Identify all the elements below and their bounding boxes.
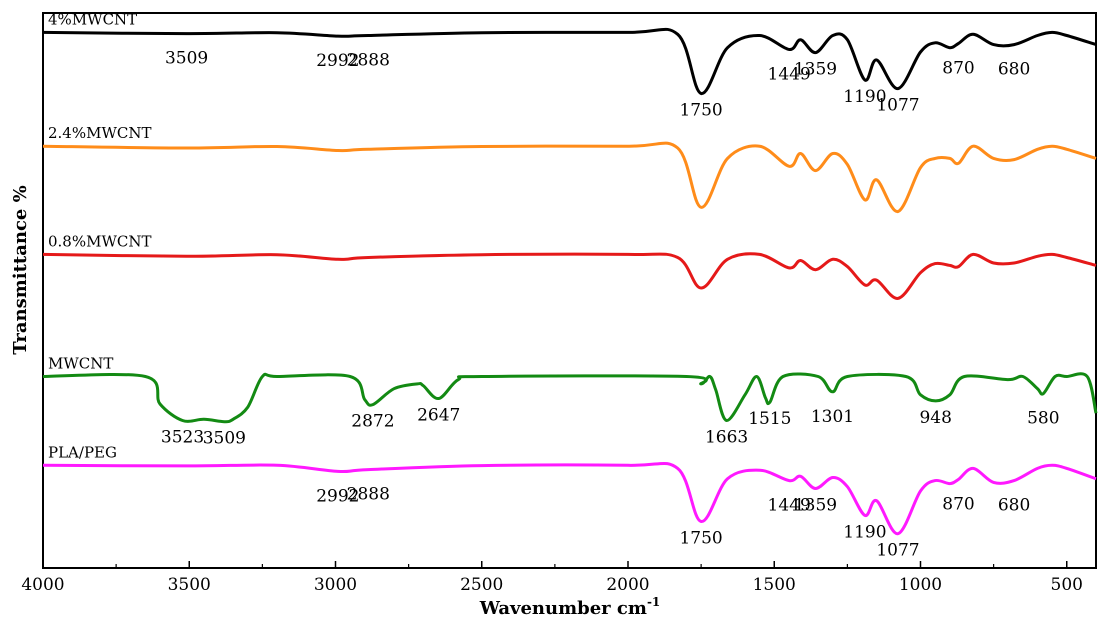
peak-label-mwcnt-3509: 3509 xyxy=(203,429,246,449)
series-name-0-8-mwcnt: 0.8%MWCNT xyxy=(48,232,152,250)
peak-label-mwcnt-1663: 1663 xyxy=(705,427,748,447)
series-line-0-8-mwcnt xyxy=(42,252,1097,300)
x-tick-label-500: 500 xyxy=(1051,575,1083,595)
peak-label-mwcnt-948: 948 xyxy=(919,408,951,428)
peak-label-4-mwcnt-1077: 1077 xyxy=(876,96,919,116)
peak-label-pla-peg-2888: 2888 xyxy=(347,485,390,505)
peak-label-4-mwcnt-2888: 2888 xyxy=(347,50,390,70)
peak-label-4-mwcnt-680: 680 xyxy=(998,60,1030,80)
x-tick-label-3000: 3000 xyxy=(314,575,357,595)
x-tick-label-1500: 1500 xyxy=(753,575,796,595)
peak-label-mwcnt-2647: 2647 xyxy=(417,406,460,426)
series-line-mwcnt xyxy=(42,372,1098,424)
peak-label-pla-peg-1077: 1077 xyxy=(876,541,919,561)
peak-label-mwcnt-1301: 1301 xyxy=(811,407,854,427)
peak-label-4-mwcnt-1190: 1190 xyxy=(843,87,886,107)
series-name-pla-peg: PLA/PEG xyxy=(48,443,117,461)
peak-label-pla-peg-680: 680 xyxy=(998,496,1030,516)
peak-label-pla-peg-870: 870 xyxy=(942,494,974,514)
x-axis: 4000 3500 3000 2500 2000 1500 1000 500 xyxy=(21,561,1083,595)
peak-label-4-mwcnt-870: 870 xyxy=(942,58,974,78)
peak-label-pla-peg-1750: 1750 xyxy=(679,528,722,548)
x-tick-label-1000: 1000 xyxy=(899,575,942,595)
series-line-pla-peg xyxy=(42,461,1097,536)
x-axis-title: Wavenumber cm-1 xyxy=(479,595,661,619)
peak-label-4-mwcnt-1359: 1359 xyxy=(794,60,837,80)
peak-label-pla-peg-1190: 1190 xyxy=(843,522,886,542)
x-tick-label-4000: 4000 xyxy=(21,575,64,595)
series-name-mwcnt: MWCNT xyxy=(48,355,113,373)
peak-label-mwcnt-2872: 2872 xyxy=(351,412,394,432)
y-axis-title: Transmittance % xyxy=(10,185,31,355)
peak-label-4-mwcnt-2992: 2992 xyxy=(316,51,359,71)
peak-label-pla-peg-2992: 2992 xyxy=(316,486,359,506)
series-line-4-mwcnt xyxy=(42,27,1097,95)
series-name-2-4-mwcnt: 2.4%MWCNT xyxy=(48,124,152,142)
peak-label-mwcnt-3523: 3523 xyxy=(161,427,204,447)
plot-frame xyxy=(42,12,1097,569)
series-line-2-4-mwcnt xyxy=(42,141,1097,213)
peak-label-4-mwcnt-1750: 1750 xyxy=(679,100,722,120)
series-layer xyxy=(42,27,1098,536)
peak-label-4-mwcnt-3509: 3509 xyxy=(165,49,208,69)
peak-label-4-mwcnt-1449: 1449 xyxy=(768,65,811,85)
peak-label-pla-peg-1449: 1449 xyxy=(768,496,811,516)
series-name-4-mwcnt: 4%MWCNT xyxy=(48,10,137,28)
peak-label-pla-peg-1359: 1359 xyxy=(794,496,837,516)
x-tick-label-2500: 2500 xyxy=(460,575,503,595)
peak-label-mwcnt-580: 580 xyxy=(1027,409,1059,429)
peak-label-mwcnt-1515: 1515 xyxy=(748,409,791,429)
x-tick-label-3500: 3500 xyxy=(168,575,211,595)
x-tick-label-2000: 2000 xyxy=(606,575,649,595)
x-axis-title-superscript: -1 xyxy=(647,595,660,609)
